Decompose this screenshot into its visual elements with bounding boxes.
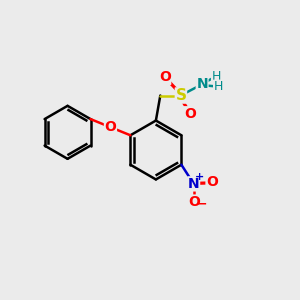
Text: −: − [197, 198, 207, 211]
Text: H: H [212, 70, 221, 83]
Text: O: O [159, 70, 171, 84]
Text: O: O [184, 107, 196, 121]
Text: O: O [188, 195, 200, 209]
Text: N: N [196, 77, 208, 91]
Text: N: N [188, 177, 200, 191]
Text: H: H [214, 80, 223, 93]
Text: O: O [104, 120, 116, 134]
Text: S: S [176, 88, 186, 103]
Text: O: O [206, 176, 218, 189]
Text: +: + [194, 172, 204, 182]
